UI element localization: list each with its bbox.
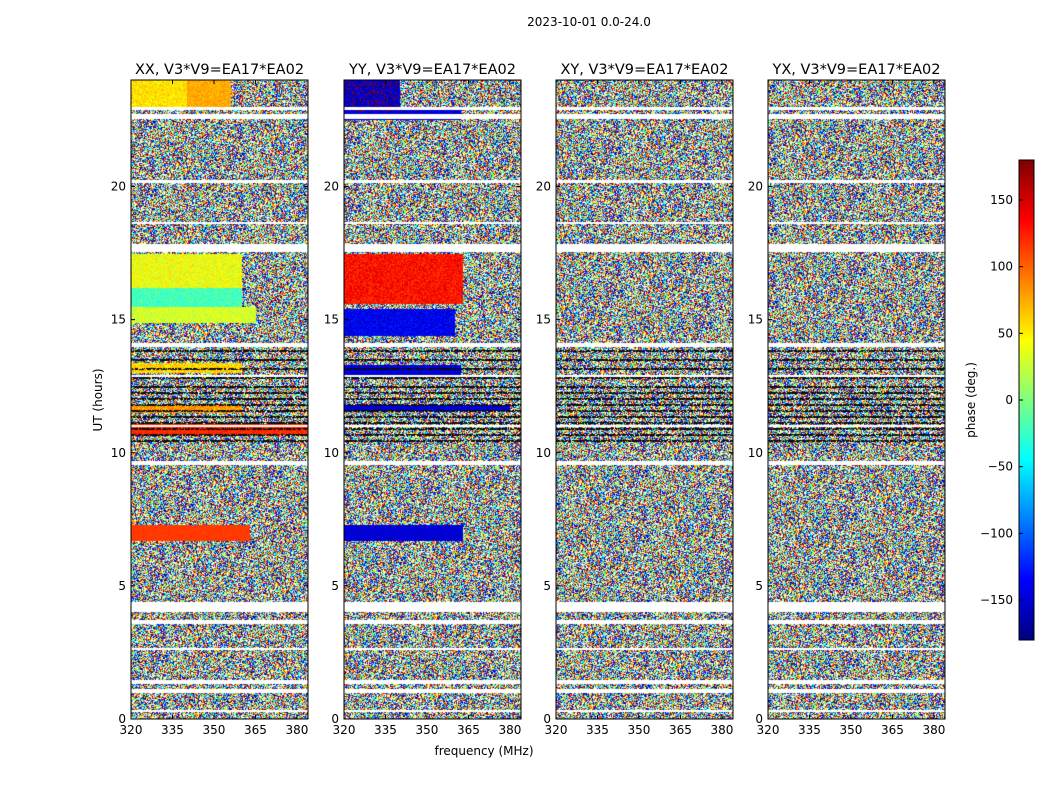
y-tick-label: 15 <box>111 313 126 327</box>
colorbar-gradient <box>1019 160 1034 640</box>
axes-frame-yy <box>343 79 522 720</box>
x-tick-label: 350 <box>203 723 226 737</box>
x-axis-label: frequency (MHz) <box>434 744 533 758</box>
y-tick-label: 5 <box>543 579 551 593</box>
heatmap-xx <box>131 80 308 719</box>
y-tick-label: 10 <box>324 446 339 460</box>
colorbar-tick-label: 50 <box>998 326 1013 340</box>
y-tick-label: 10 <box>748 446 763 460</box>
colorbar-tick-label: 0 <box>1005 393 1013 407</box>
x-tick-label: 335 <box>161 723 184 737</box>
x-tick-label: 380 <box>710 723 733 737</box>
heatmap-yx <box>768 80 945 719</box>
y-tick-label: 0 <box>331 712 339 726</box>
x-tick-label: 365 <box>244 723 267 737</box>
x-tick-label: 365 <box>881 723 904 737</box>
y-tick-label: 20 <box>324 180 339 194</box>
colorbar-tick-label: 150 <box>990 193 1013 207</box>
panel-title-yx: YX, V3*V9=EA17*EA02 <box>771 62 940 78</box>
panel-xy: XY, V3*V9=EA17*EA02 <box>555 62 734 720</box>
y-tick-label: 15 <box>536 313 551 327</box>
colorbar-tick-label: 100 <box>990 260 1013 274</box>
y-tick-label: 0 <box>118 712 126 726</box>
panel-title-xy: XY, V3*V9=EA17*EA02 <box>560 62 728 78</box>
x-tick-label: 380 <box>285 723 308 737</box>
y-axis-label: UT (hours) <box>91 368 105 431</box>
x-tick-label: 335 <box>586 723 609 737</box>
colorbar-tick-label: −150 <box>980 593 1013 607</box>
colorbar: 150 100 50 0 −50 −100 −150 phase (deg.) <box>964 159 1035 641</box>
y-tick-label: 0 <box>755 712 763 726</box>
heatmap-yy <box>344 80 521 719</box>
figure-suptitle: 2023-10-01 0.0-24.0 <box>527 15 651 29</box>
colorbar-tick-label: −50 <box>988 460 1013 474</box>
panel-title-yy: YY, V3*V9=EA17*EA02 <box>348 62 516 78</box>
y-tick-label: 15 <box>324 313 339 327</box>
y-tick-label: 0 <box>543 712 551 726</box>
y-tick-label: 5 <box>118 579 126 593</box>
panel-yy: YY, V3*V9=EA17*EA02 <box>343 62 522 720</box>
x-tick-label: 320 <box>757 723 780 737</box>
y-tick-label: 15 <box>748 313 763 327</box>
axes-frame-xx <box>130 79 309 720</box>
panel-yx: YX, V3*V9=EA17*EA02 <box>767 62 946 720</box>
colorbar-label: phase (deg.) <box>964 362 978 438</box>
colorbar-ticks: 150 100 50 0 −50 −100 −150 <box>980 193 1023 607</box>
x-tick-label: 320 <box>545 723 568 737</box>
colorbar-tick-label: −100 <box>980 526 1013 540</box>
x-tick-label: 335 <box>798 723 821 737</box>
y-tick-label: 10 <box>111 446 126 460</box>
panel-title-xx: XX, V3*V9=EA17*EA02 <box>135 62 304 78</box>
x-tick-label: 380 <box>922 723 945 737</box>
axes-frame-xy <box>555 79 734 720</box>
panel-xx: XX, V3*V9=EA17*EA02 <box>130 62 309 720</box>
y-tick-label: 10 <box>536 446 551 460</box>
y-tick-label: 20 <box>536 180 551 194</box>
heatmap-xy <box>556 80 733 719</box>
y-tick-label: 5 <box>755 579 763 593</box>
x-tick-label: 350 <box>840 723 863 737</box>
x-tick-label: 320 <box>333 723 356 737</box>
x-tick-label: 350 <box>628 723 651 737</box>
x-tick-label: 365 <box>669 723 692 737</box>
tick-layer: 320 335 350 365 380 0 5 10 15 20 320 335 350 365 380 0 5… <box>111 80 945 737</box>
y-tick-label: 5 <box>331 579 339 593</box>
axes-frame-yx <box>767 79 946 720</box>
x-tick-label: 320 <box>120 723 143 737</box>
x-tick-label: 380 <box>498 723 521 737</box>
x-tick-label: 365 <box>457 723 480 737</box>
y-tick-label: 20 <box>111 180 126 194</box>
x-tick-label: 335 <box>374 723 397 737</box>
y-tick-label: 20 <box>748 180 763 194</box>
x-tick-label: 350 <box>416 723 439 737</box>
